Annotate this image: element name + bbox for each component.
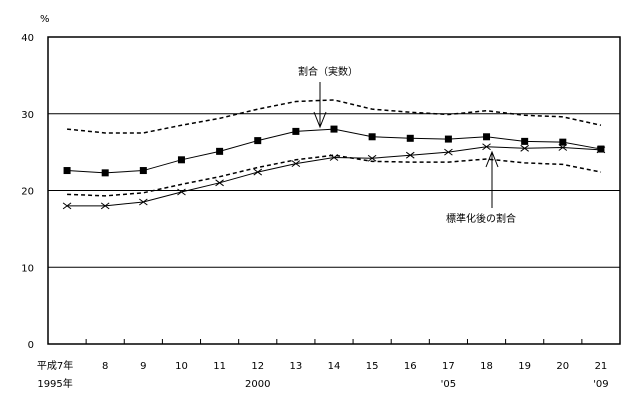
series-line-lower-bound xyxy=(67,154,602,197)
x-tick-label: 16 xyxy=(404,361,417,372)
data-point-square xyxy=(254,137,262,145)
data-point-x xyxy=(100,202,110,210)
data-point-square xyxy=(483,133,491,141)
y-tick-label: 30 xyxy=(21,110,34,121)
annotation-actual: 割合（実数） xyxy=(298,65,358,129)
data-point-x xyxy=(405,151,415,159)
data-point-x xyxy=(62,202,72,210)
y-tick-label: 0 xyxy=(28,340,34,351)
x-tick-label: 17 xyxy=(442,361,455,372)
arrow-head xyxy=(313,111,327,129)
y-tick-label: 20 xyxy=(21,187,34,198)
data-point-square xyxy=(139,167,147,175)
data-point-x xyxy=(558,144,568,151)
data-point-x xyxy=(253,168,263,176)
x-tick-label: 13 xyxy=(289,361,302,372)
western-year-label: '09 xyxy=(593,379,608,390)
data-point-square xyxy=(177,156,185,164)
x-tick-label: 19 xyxy=(518,361,531,372)
annotation-actual-label: 割合（実数） xyxy=(298,65,358,78)
unit-label: % xyxy=(40,14,50,25)
data-point-x xyxy=(444,148,453,156)
data-point-x xyxy=(177,188,186,196)
data-point-x xyxy=(482,143,491,151)
data-point-square xyxy=(368,133,376,141)
data-point-square xyxy=(330,125,338,133)
x-tick-label: 14 xyxy=(328,361,341,372)
data-point-x xyxy=(367,154,377,162)
data-point-x xyxy=(139,198,148,206)
data-point-x xyxy=(520,144,529,152)
annotation-standardized: 標準化後の割合 xyxy=(446,150,516,225)
data-point-square xyxy=(406,134,414,142)
y-tick-label: 10 xyxy=(21,263,34,274)
x-tick-label: 10 xyxy=(175,361,188,372)
arrow-head xyxy=(485,150,499,168)
x-tick-label: 15 xyxy=(366,361,379,372)
x-tick-label: 20 xyxy=(556,361,569,372)
data-point-square xyxy=(521,137,529,145)
x-tick-label: 9 xyxy=(140,361,146,372)
data-point-square xyxy=(559,138,567,146)
data-point-square xyxy=(597,145,605,153)
western-year-label: 2000 xyxy=(245,379,270,390)
x-tick-label: 8 xyxy=(102,361,108,372)
western-year-label: 1995年 xyxy=(37,377,72,390)
series-line-upper-bound xyxy=(66,99,602,134)
data-point-x xyxy=(291,160,301,168)
y-tick-label: 40 xyxy=(21,33,34,44)
x-tick-label: 11 xyxy=(213,361,226,372)
western-year-label: '05 xyxy=(441,379,456,390)
data-point-square xyxy=(292,127,300,135)
data-point-x xyxy=(596,146,606,154)
data-point-square xyxy=(444,135,452,143)
x-tick-label: 18 xyxy=(480,361,493,372)
data-point-square xyxy=(101,169,109,177)
x-tick-label: 平成7年 xyxy=(37,359,73,372)
series-line-標準化後の割合 xyxy=(67,146,601,207)
annotation-standardized-label: 標準化後の割合 xyxy=(446,212,516,225)
x-tick-label: 12 xyxy=(251,361,264,372)
data-point-x xyxy=(215,179,224,187)
data-point-square xyxy=(216,147,224,155)
x-tick-label: 21 xyxy=(595,361,608,372)
data-point-square xyxy=(63,167,71,175)
